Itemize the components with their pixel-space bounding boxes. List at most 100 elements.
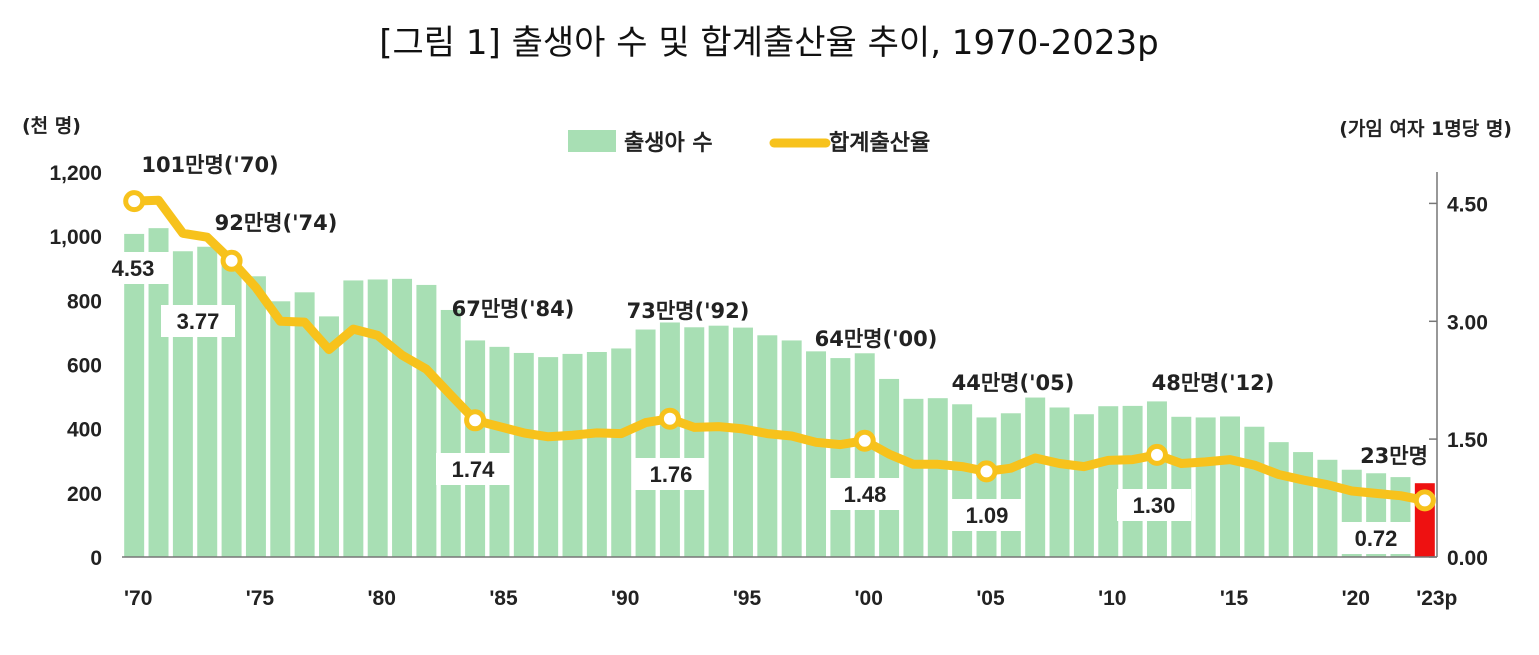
x-tick-05: '05 [976, 587, 1005, 610]
tfr-annotation-2012: 1.30 [1133, 493, 1176, 518]
legend: 출생아 수 합계출산율 [568, 130, 930, 156]
bar-1990 [611, 348, 632, 557]
bar-2002 [903, 398, 924, 557]
legend-line-label: 합계출산율 [829, 130, 930, 156]
bar-2009 [1073, 414, 1094, 557]
bar-2012 [1146, 401, 1167, 557]
axes: 0 200 400 600 800 1,000 1,200 0.00 1.50 3.00 4.50 '… [49, 162, 1487, 610]
bar-2016 [1244, 426, 1265, 557]
bar-2013 [1171, 416, 1192, 557]
tfr-label-bg-1992 [634, 458, 708, 490]
tfr-annotation-2023: 0.72 [1355, 526, 1398, 551]
tfr-label-bg-2005 [950, 499, 1024, 531]
bar-1970 [124, 233, 145, 558]
births-annotation-2012: 48만명('12) [1152, 371, 1275, 395]
x-tick-95: '95 [733, 587, 762, 610]
tfr-label-bg-1984 [436, 453, 510, 485]
bar-2005 [976, 417, 997, 557]
births-annotation-2000: 64만명('00) [815, 327, 938, 351]
left-tick-1000: 1,000 [49, 226, 102, 249]
annotations: 101만명('70) 92만명('74) 67만명('84) 73만명('92) 64만… [96, 153, 1436, 554]
bar-2001 [879, 378, 900, 557]
bar-1978 [319, 316, 339, 558]
bar-1973 [197, 246, 218, 557]
tfr-annotation-1974: 3.77 [177, 309, 220, 334]
x-tick-00: '00 [855, 587, 883, 610]
births-annotation-2005: 44만명('05) [952, 371, 1075, 395]
tfr-label-bg-2023 [1339, 522, 1413, 554]
bar-1993 [684, 327, 705, 557]
left-tick-800: 800 [67, 290, 102, 313]
tfr-marker-1984 [464, 409, 487, 432]
left-tick-0: 0 [90, 547, 102, 570]
bar-1991 [635, 329, 656, 557]
bar-1985 [489, 346, 510, 557]
bar-2014 [1195, 417, 1216, 557]
x-tick-75: '75 [246, 587, 275, 610]
bar-2000 [854, 353, 875, 557]
bar-1998 [806, 351, 827, 557]
x-tick-10: '10 [1098, 587, 1126, 610]
bar-1996 [757, 335, 778, 557]
births-annotation-1984: 67만명('84) [452, 297, 575, 321]
x-tick-23p: '23p [1416, 587, 1457, 610]
tfr-annotation-2000: 1.48 [844, 482, 887, 507]
births-annotation-1992: 73만명('92) [627, 299, 750, 323]
bar-1987 [538, 357, 559, 557]
tfr-label-bg-2012 [1117, 489, 1191, 521]
tfr-marker-1970 [123, 190, 146, 213]
bar-1984 [465, 340, 486, 557]
tfr-marker-2000 [853, 429, 876, 452]
bar-2019 [1317, 459, 1338, 557]
bar-2003 [927, 398, 948, 557]
tfr-marker-1974 [220, 249, 243, 272]
bar-2008 [1049, 407, 1070, 557]
tfr-annotation-1970: 4.53 [112, 256, 155, 281]
tfr-label-bg-1974 [161, 305, 235, 337]
bar-1999 [830, 358, 851, 557]
births-annotation-2023: 23만명 [1360, 444, 1428, 468]
bar-2011 [1122, 405, 1143, 557]
left-tick-400: 400 [67, 419, 102, 442]
tfr-marker-2005 [975, 460, 998, 483]
bar-1975 [245, 276, 266, 557]
bar-1980 [367, 279, 388, 557]
births-annotation-1970: 101만명('70) [141, 153, 278, 177]
tfr-annotation-1992: 1.76 [650, 462, 693, 487]
bar-1994 [708, 325, 729, 557]
x-tick-80: '80 [368, 587, 396, 610]
tfr-line-layer [129, 195, 1430, 505]
bar-1972 [172, 251, 193, 557]
bar-1977 [294, 292, 315, 557]
right-tick-1.50: 1.50 [1447, 429, 1488, 452]
bar-1988 [562, 353, 583, 557]
bar-1982 [416, 284, 437, 557]
left-axis-unit: (천 명) [22, 115, 81, 137]
tfr-marker-1992 [658, 407, 681, 430]
right-tick-0.00: 0.00 [1447, 547, 1488, 570]
chart-title: [그림 1] 출생아 수 및 합계출산율 추이, 1970-2023p [379, 23, 1158, 63]
bar-1974 [221, 260, 242, 557]
bar-1992 [659, 322, 680, 557]
bar-2018 [1293, 452, 1314, 557]
tfr-marker-2023 [1413, 489, 1436, 512]
bar-2007 [1025, 397, 1046, 557]
tfr-line [129, 195, 1430, 505]
right-axis-unit: (가임 여자 1명당 명) [1339, 118, 1512, 140]
left-tick-1200: 1,200 [49, 162, 102, 185]
x-tick-15: '15 [1220, 587, 1249, 610]
bar-1979 [343, 280, 364, 557]
x-tick-90: '90 [611, 587, 639, 610]
tfr-label-bg-1970 [96, 252, 170, 284]
bar-2010 [1098, 406, 1119, 557]
right-tick-3.00: 3.00 [1447, 311, 1488, 334]
bar-1995 [732, 327, 753, 557]
bar-1997 [781, 340, 802, 557]
tfr-annotation-1984: 1.74 [452, 457, 496, 482]
legend-bar-swatch [568, 130, 616, 152]
left-tick-600: 600 [67, 355, 102, 378]
x-tick-70: '70 [124, 587, 152, 610]
left-tick-200: 200 [67, 483, 102, 506]
x-tick-85: '85 [489, 587, 518, 610]
